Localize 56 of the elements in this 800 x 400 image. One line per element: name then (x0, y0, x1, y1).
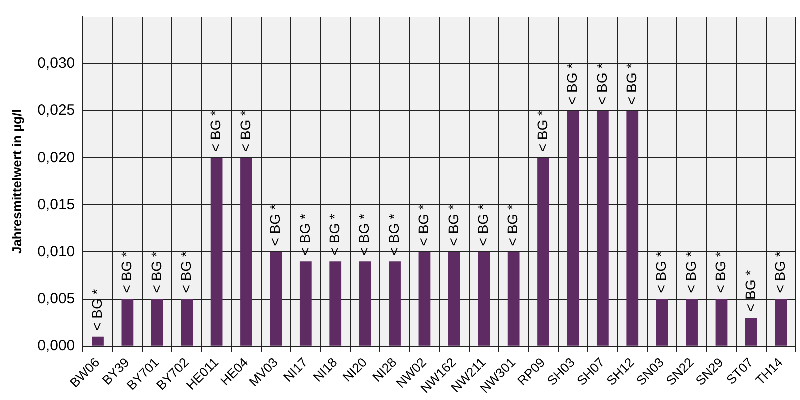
bar (746, 318, 758, 346)
y-tick-label: 0,030 (38, 55, 76, 72)
data-label: < BG * (208, 110, 224, 152)
y-tick-label: 0,005 (38, 290, 76, 308)
bar (92, 336, 104, 346)
data-label: < BG * (682, 251, 699, 294)
bar (389, 262, 401, 346)
data-label: < BG * (416, 204, 432, 246)
bar (567, 111, 580, 346)
bar (122, 299, 134, 346)
data-label: < BG * (237, 110, 254, 152)
y-tick-label: 0,020 (38, 149, 76, 166)
y-tick-label: 0,025 (38, 102, 76, 120)
bar (626, 111, 639, 346)
bar (240, 158, 252, 346)
bar (508, 252, 520, 346)
bar (775, 299, 788, 346)
bar (686, 299, 698, 346)
data-label: < BG * (267, 204, 284, 246)
bar (716, 299, 728, 346)
y-tick-label: 0,015 (38, 196, 76, 214)
y-tick-label: 0,010 (38, 243, 76, 260)
bar (478, 252, 490, 346)
data-label: < BG * (772, 251, 788, 294)
data-label: < BG * (534, 110, 550, 152)
data-label: < BG * (712, 251, 729, 294)
bar (359, 262, 372, 346)
bar (210, 158, 223, 346)
data-label: < BG * (118, 251, 135, 294)
data-label: < BG * (474, 204, 491, 246)
data-label: < BG * (623, 62, 640, 106)
data-label: < BG * (445, 204, 462, 246)
data-label: < BG * (386, 213, 402, 256)
data-label: < BG * (594, 62, 610, 106)
data-label: < BG * (356, 213, 372, 256)
data-label: < BG * (178, 251, 194, 294)
data-label: < BG * (653, 251, 670, 294)
y-tick-label: 0,000 (38, 337, 76, 354)
bar (181, 299, 194, 346)
data-label: < BG * (504, 204, 521, 246)
data-label: < BG * (326, 213, 342, 256)
data-label: < BG * (742, 270, 758, 312)
bar (300, 262, 312, 346)
data-label: < BG * (88, 288, 105, 331)
bar (151, 299, 164, 346)
bar (330, 262, 342, 346)
bar (538, 158, 550, 346)
y-axis-title: Jahresmittelwert in µg/l (9, 109, 24, 254)
bar (448, 252, 460, 346)
data-label: < BG * (296, 213, 313, 256)
data-label: < BG * (148, 251, 164, 294)
data-label: < BG * (564, 62, 580, 106)
bar (596, 111, 609, 346)
bar (270, 252, 282, 346)
bar (418, 252, 431, 346)
bar (656, 299, 668, 346)
